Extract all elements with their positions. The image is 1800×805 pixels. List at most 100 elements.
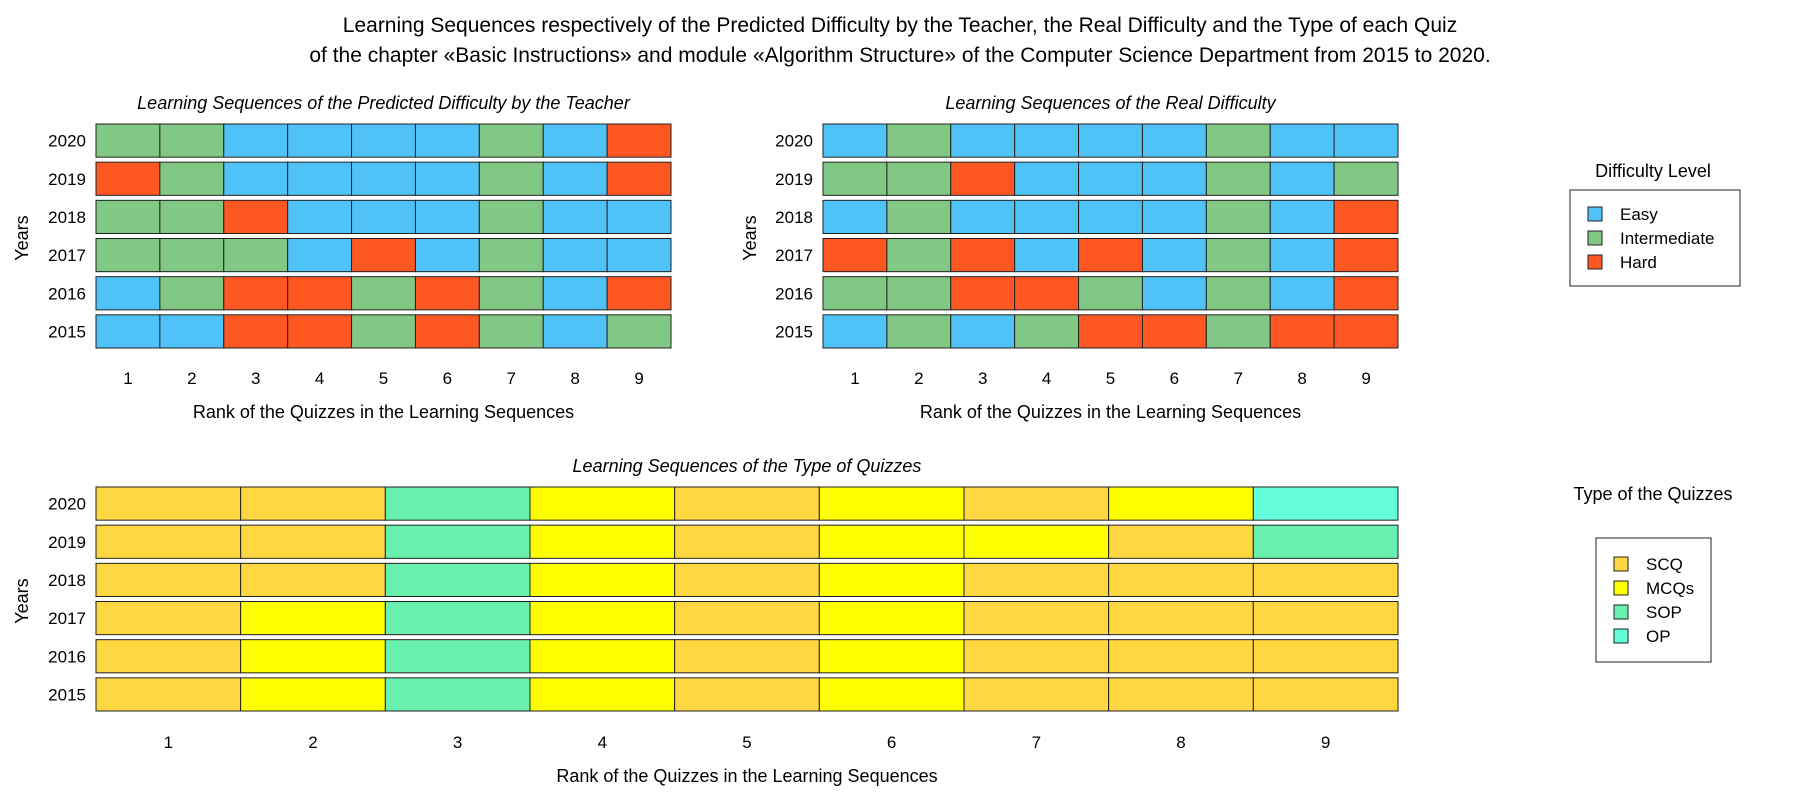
legend-swatch-mcqs	[1613, 580, 1629, 596]
cell-2019-5	[1078, 161, 1143, 196]
cell-2015-3	[223, 314, 289, 349]
legend-label-hard: Hard	[1620, 253, 1657, 272]
cell-2016-1	[95, 639, 242, 674]
cell-2019-3	[223, 161, 289, 196]
cell-2019-7	[1205, 161, 1271, 196]
cell-2016-6	[414, 276, 480, 311]
cell-2017-1	[95, 601, 242, 636]
cell-2015-4	[529, 677, 676, 712]
cell-2017-7	[1205, 238, 1271, 273]
x-tick-label: 7	[507, 369, 516, 388]
panel-title: Learning Sequences of the Type of Quizze…	[573, 456, 922, 476]
cell-2016-2	[240, 639, 386, 674]
cell-2016-1	[822, 276, 888, 311]
cell-2018-5	[351, 199, 416, 234]
x-tick-label: 9	[1361, 369, 1370, 388]
cell-2018-6	[818, 562, 965, 597]
cell-2015-8	[1108, 677, 1254, 712]
heatmap-panel-1: Learning Sequences of the Predicted Diff…	[12, 93, 672, 422]
x-tick-label: 8	[1176, 733, 1185, 752]
cell-2019-1	[95, 161, 161, 196]
cell-2018-8	[1108, 562, 1254, 597]
main-title-line-2: of the chapter «Basic Instructions» and …	[309, 44, 1490, 67]
cell-2020-1	[95, 123, 161, 158]
legend-label-mcqs: MCQs	[1646, 579, 1694, 598]
cell-2020-8	[542, 123, 608, 158]
cell-2019-8	[1108, 524, 1254, 559]
x-tick-label: 4	[598, 733, 607, 752]
legend-type: Type of the Quizzes SCQ MCQs SOP OP	[1573, 484, 1733, 663]
cell-2016-9	[606, 276, 672, 311]
cell-2018-8	[542, 199, 608, 234]
cell-2020-6	[1141, 123, 1207, 158]
cell-2016-4	[529, 639, 676, 674]
panel-title: Learning Sequences of the Predicted Diff…	[137, 93, 631, 113]
cell-2019-4	[1014, 161, 1080, 196]
cell-2020-5	[1078, 123, 1143, 158]
cell-2018-8	[1269, 199, 1335, 234]
x-tick-label: 4	[1042, 369, 1051, 388]
cell-2019-8	[1269, 161, 1335, 196]
cell-2020-4	[529, 486, 676, 521]
legend-swatch-intermediate	[1587, 230, 1603, 246]
y-tick-label: 2016	[48, 284, 86, 303]
cell-2018-7	[1205, 199, 1271, 234]
cell-2018-3	[950, 199, 1016, 234]
cell-2019-1	[95, 524, 242, 559]
cell-2018-6	[1141, 199, 1207, 234]
cell-2017-9	[606, 238, 672, 273]
cell-2018-6	[414, 199, 480, 234]
x-tick-label: 5	[1106, 369, 1115, 388]
cell-2020-7	[963, 486, 1110, 521]
y-axis-label: Years	[12, 578, 32, 623]
cell-2017-3	[223, 238, 289, 273]
y-tick-label: 2016	[48, 647, 86, 666]
x-tick-label: 5	[379, 369, 388, 388]
x-tick-label: 2	[914, 369, 923, 388]
cell-2017-2	[886, 238, 952, 273]
cell-2015-2	[886, 314, 952, 349]
cell-2017-8	[1269, 238, 1335, 273]
cell-2018-3	[384, 562, 531, 597]
cell-2019-1	[822, 161, 888, 196]
x-tick-label: 9	[1321, 733, 1330, 752]
cell-2019-6	[1141, 161, 1207, 196]
cell-2016-3	[223, 276, 289, 311]
y-tick-label: 2020	[775, 132, 813, 151]
cell-2020-1	[95, 486, 242, 521]
heatmap-panel-2: Learning Sequences of the Real Difficult…	[740, 93, 1399, 422]
legend-label-scq: SCQ	[1646, 555, 1683, 574]
cell-2020-7	[1205, 123, 1271, 158]
cell-2017-5	[674, 601, 820, 636]
cell-2018-9	[1252, 562, 1399, 597]
cell-2015-5	[674, 677, 820, 712]
cell-2015-2	[159, 314, 225, 349]
legend-swatch-op	[1613, 628, 1629, 644]
cell-2019-8	[542, 161, 608, 196]
legend-label-sop: SOP	[1646, 603, 1682, 622]
cell-2015-7	[1205, 314, 1271, 349]
legend-difficulty: Difficulty Level Easy Intermediate Hard	[1569, 161, 1741, 287]
cell-2019-9	[1333, 161, 1399, 196]
cell-2016-5	[674, 639, 820, 674]
cell-2017-6	[414, 238, 480, 273]
cell-2017-8	[1108, 601, 1254, 636]
cell-2015-7	[963, 677, 1110, 712]
y-tick-label: 2019	[48, 170, 86, 189]
cell-2017-3	[950, 238, 1016, 273]
cell-2017-3	[384, 601, 531, 636]
x-tick-label: 7	[1234, 369, 1243, 388]
cell-2020-6	[414, 123, 480, 158]
x-tick-label: 1	[850, 369, 859, 388]
x-tick-label: 1	[164, 733, 173, 752]
cell-2019-9	[1252, 524, 1399, 559]
cell-2016-8	[542, 276, 608, 311]
cell-2016-9	[1333, 276, 1399, 311]
cell-2019-6	[818, 524, 965, 559]
cell-2018-5	[1078, 199, 1143, 234]
cell-2015-4	[1014, 314, 1080, 349]
cell-2019-4	[287, 161, 353, 196]
cell-2016-3	[950, 276, 1016, 311]
y-tick-label: 2015	[775, 322, 813, 341]
